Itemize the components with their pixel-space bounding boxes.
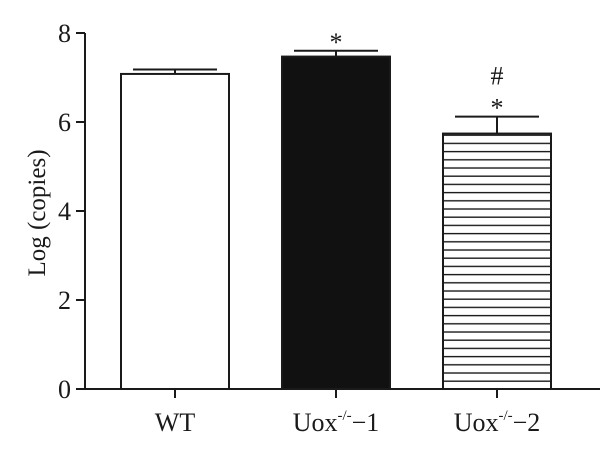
bar — [281, 55, 391, 391]
y-tick-label: 8 — [58, 19, 71, 48]
x-category-label: WT — [155, 408, 196, 437]
plot-area: 0 2 4 6 8 Log (copies) WT Uox-/-−1 Uox-/-−2 * # * — [24, 19, 600, 437]
bar — [120, 72, 230, 390]
y-axis-label: Log (copies) — [24, 149, 51, 276]
y-tick-label: 0 — [58, 375, 71, 404]
significance-hash: # — [491, 62, 504, 91]
significance-star: * — [491, 94, 504, 123]
x-category-label: Uox-/-−1 — [293, 408, 380, 437]
x-category-label: Uox-/-−2 — [454, 408, 541, 437]
y-tick-label: 6 — [58, 108, 71, 137]
y-tick-label: 2 — [58, 286, 71, 315]
bar — [442, 132, 552, 390]
y-tick-label: 4 — [58, 197, 71, 226]
significance-star: * — [330, 28, 343, 57]
